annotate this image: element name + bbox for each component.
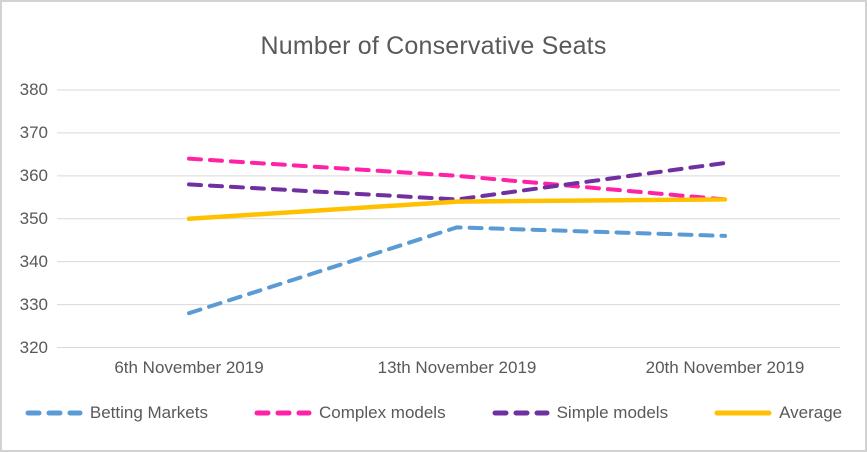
legend-item-average: Average (714, 403, 842, 423)
y-tick-label: 360 (19, 165, 48, 185)
legend: Betting Markets Complex models Simple mode… (2, 403, 865, 423)
chart-title: Number of Conservative Seats (260, 32, 607, 60)
legend-item-betting-markets: Betting Markets (25, 403, 208, 423)
legend-swatch-icon (714, 410, 772, 416)
series-line-complex-models (187, 156, 727, 202)
y-tick-label: 340 (19, 251, 48, 271)
x-category-label: 13th November 2019 (377, 358, 537, 377)
x-category-label: 6th November 2019 (114, 358, 264, 377)
series-line-simple-models (187, 160, 727, 202)
legend-label: Betting Markets (89, 403, 208, 422)
legend-swatch-icon (492, 410, 550, 416)
y-tick-label: 380 (19, 80, 48, 99)
series-line-average (186, 197, 728, 221)
x-category-label: 20th November 2019 (645, 358, 805, 377)
legend-label: Complex models (318, 403, 446, 422)
y-tick-label: 370 (19, 122, 48, 142)
legend-label: Simple models (556, 403, 669, 422)
y-tick-label: 320 (19, 337, 48, 357)
legend-label: Average (779, 403, 843, 422)
legend-item-simple-models: Simple models (492, 403, 669, 423)
y-tick-label: 350 (19, 208, 48, 228)
legend-item-complex-models: Complex models (254, 403, 446, 423)
y-tick-label: 330 (19, 294, 48, 314)
series-line-betting-markets (187, 225, 727, 316)
legend-swatch-icon (25, 410, 83, 416)
legend-swatch-icon (254, 410, 312, 416)
